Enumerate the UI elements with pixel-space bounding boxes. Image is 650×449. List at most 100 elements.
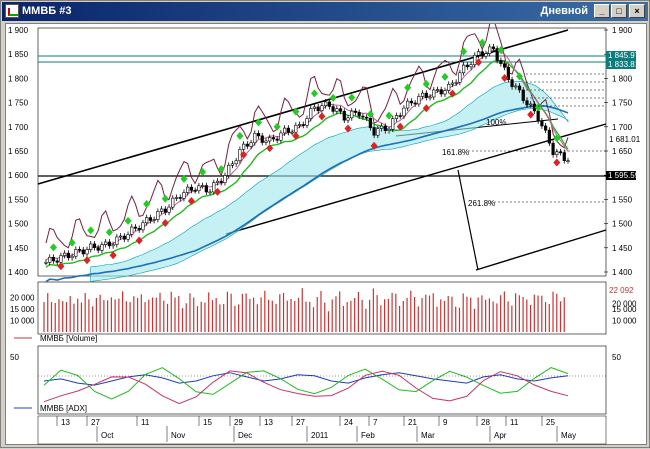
price-y-tick: 1 400 [612, 268, 633, 277]
candle-body [499, 60, 503, 64]
volume-y-tick-left: 20 000 [10, 294, 35, 303]
candle-body [249, 142, 253, 147]
candle-body [197, 185, 201, 192]
adx-line [43, 372, 569, 386]
x-axis-months: Oct Nov Dec 2011 Feb Mar Apr May [96, 426, 576, 442]
candle-body [428, 96, 432, 99]
sell-signal-marker [422, 104, 430, 113]
candle-body [566, 160, 570, 162]
x-axis-days: 13 27 11 15 29 13 27 24 7 21 9 28 11 25 [56, 416, 555, 427]
candle-body [115, 236, 119, 245]
candle-body [290, 131, 294, 134]
chart-area[interactable]: 1 900 1 850 1 800 1 750 1 700 1 650 1 600 1 550… [5, 16, 648, 446]
price-y-tick: 1 550 [612, 195, 633, 204]
price-tag-upper1 [606, 51, 636, 60]
buy-signal-marker [68, 238, 76, 247]
candle-body [126, 234, 130, 240]
candle-body [215, 180, 220, 183]
x-day-label: 13 [61, 418, 70, 427]
candle-body [145, 217, 149, 224]
fib-label-100: 100% [486, 118, 506, 127]
candle-body [503, 63, 507, 68]
x-month-label: Apr [494, 431, 507, 440]
sell-signal-marker [135, 236, 143, 245]
x-day-label: 29 [234, 418, 243, 427]
candle-body [219, 180, 223, 183]
buy-signal-marker [329, 93, 337, 102]
x-day-label: 11 [141, 418, 150, 427]
candle-body [297, 124, 302, 126]
adx-panel [37, 345, 607, 415]
sell-signal-marker [266, 144, 274, 153]
candle-body [227, 164, 231, 176]
buy-signal-marker [199, 168, 207, 177]
candle-body [85, 249, 89, 255]
minimize-button[interactable]: _ [594, 4, 610, 18]
chart-app-icon [5, 4, 19, 18]
candle-body [107, 241, 111, 247]
candle-body [368, 117, 372, 129]
candle-body [89, 243, 93, 250]
x-month-label: Mar [421, 431, 435, 440]
candle-body [256, 133, 261, 137]
buy-signal-marker [366, 110, 374, 119]
candle-body [335, 108, 339, 112]
candle-body [383, 125, 387, 131]
candle-body [506, 67, 510, 80]
buy-signal-marker [292, 107, 300, 116]
fib-label-161: 161.8% [442, 148, 469, 157]
price-label-low: 1 595.59 [608, 171, 640, 180]
price-y-tick-left: 1 900 [8, 26, 29, 35]
candle-body [439, 89, 443, 95]
candle-body [379, 125, 384, 129]
x-day-label: 21 [408, 418, 417, 427]
candle-body [171, 197, 175, 208]
candle-body [488, 46, 492, 54]
candle-body [137, 227, 141, 231]
candle-body [517, 85, 522, 91]
candle-body [521, 89, 525, 101]
buy-signal-marker [460, 47, 468, 56]
window-title: ММВБ #3 [22, 5, 72, 17]
adx-legend: ММВБ [ADX] [40, 404, 87, 413]
candle-body [465, 64, 469, 68]
candle-body [432, 89, 436, 98]
period-label: Дневной [540, 5, 589, 17]
candle-body [476, 51, 481, 56]
candle-body [305, 118, 309, 126]
close-button[interactable]: × [629, 4, 645, 18]
buy-signal-marker [385, 111, 393, 120]
buy-signal-marker [161, 194, 169, 203]
candle-body [316, 106, 320, 112]
x-day-label: 15 [203, 418, 212, 427]
buy-signal-marker [87, 226, 95, 235]
buy-signal-marker [255, 118, 263, 127]
maximize-button[interactable]: □ [611, 4, 627, 18]
candle-body [450, 82, 455, 85]
buy-signal-marker [478, 38, 486, 47]
buy-signal-marker [143, 199, 151, 208]
candle-body [100, 244, 104, 251]
candle-body [48, 256, 52, 263]
x-day-label: 9 [443, 418, 448, 427]
candle-body [283, 127, 287, 134]
price-y-tick-left: 1 850 [8, 50, 29, 59]
candle-body [51, 256, 56, 262]
candle-body [260, 135, 264, 143]
sell-signal-marker [318, 112, 326, 121]
price-y-tick-left: 1 400 [8, 268, 29, 277]
channel-lower-line [475, 229, 607, 271]
candle-body [159, 208, 164, 212]
price-label-mid: 1 681.01 [609, 135, 641, 144]
price-y-tick-left: 1 450 [8, 244, 29, 253]
chart-canvas[interactable]: 1 900 1 850 1 800 1 750 1 700 1 650 1 600 1 550… [6, 16, 648, 446]
candle-body [245, 143, 249, 147]
price-y-tick-left: 1 550 [8, 195, 29, 204]
candle-body [223, 175, 227, 183]
buy-signal-marker [236, 131, 244, 140]
x-day-label: 27 [91, 418, 100, 427]
candle-body [402, 107, 406, 117]
candle-body [350, 110, 354, 119]
title-bar[interactable]: ММВБ #3 Дневной _ □ × [2, 2, 648, 21]
candle-body [230, 163, 235, 166]
